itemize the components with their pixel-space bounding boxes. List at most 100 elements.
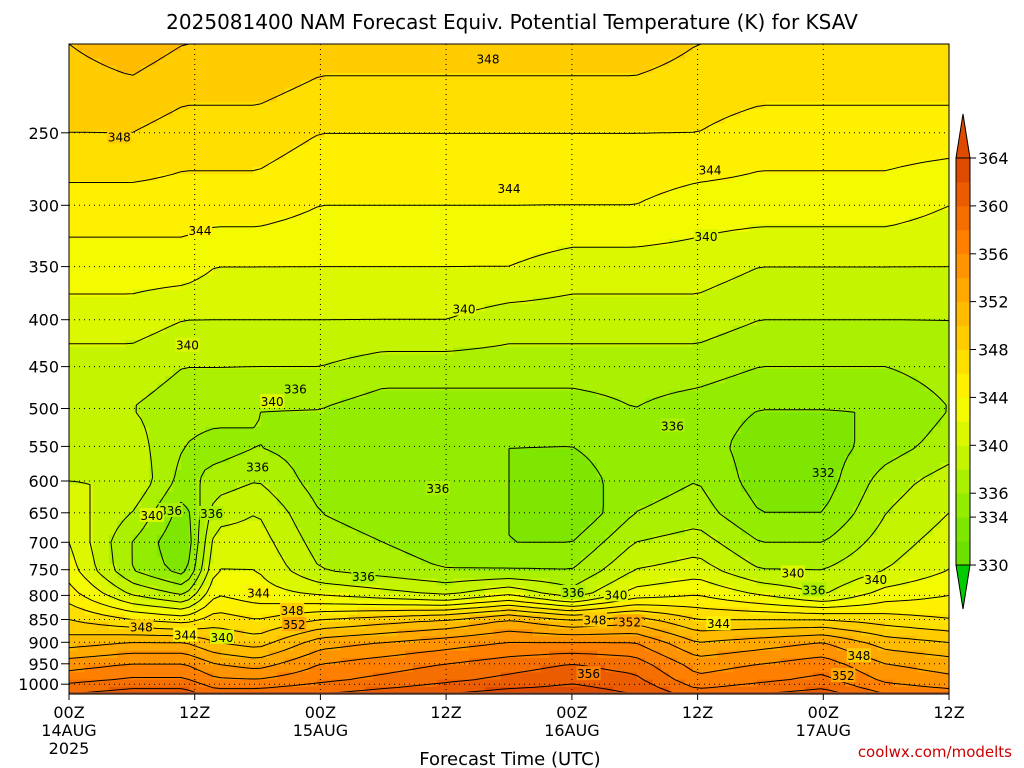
field-cell — [941, 275, 950, 283]
field-cell — [877, 145, 886, 153]
field-cell — [661, 130, 670, 139]
field-cell — [405, 145, 414, 153]
field-cell — [589, 65, 598, 74]
field-cell — [69, 145, 78, 153]
field-cell — [245, 289, 254, 298]
field-cell — [765, 51, 774, 60]
field-cell — [653, 101, 662, 110]
field-cell — [405, 282, 414, 291]
field-cell — [349, 311, 358, 320]
field-cell — [421, 159, 430, 168]
field-cell — [421, 260, 430, 269]
field-cell — [613, 130, 622, 139]
field-cell — [885, 267, 894, 276]
field-cell — [477, 246, 486, 255]
field-cell — [157, 332, 166, 341]
field-cell — [229, 217, 238, 226]
field-cell — [757, 296, 766, 305]
field-cell — [509, 253, 518, 262]
field-cell — [925, 174, 934, 182]
field-cell — [165, 304, 174, 312]
field-cell — [157, 87, 166, 96]
field-cell — [109, 109, 118, 117]
field-cell — [349, 260, 358, 269]
field-cell — [549, 260, 558, 269]
field-cell — [701, 311, 710, 320]
field-cell — [349, 188, 358, 197]
field-cell — [141, 116, 150, 125]
field-cell — [589, 116, 598, 125]
field-cell — [893, 267, 902, 276]
field-cell — [685, 166, 694, 175]
field-cell — [717, 325, 726, 334]
field-cell — [389, 145, 398, 153]
field-cell — [709, 224, 718, 233]
field-cell — [661, 181, 670, 190]
field-cell — [621, 231, 630, 240]
field-cell — [93, 239, 102, 247]
field-cell — [533, 361, 542, 370]
field-cell — [541, 109, 550, 117]
field-cell — [117, 369, 126, 377]
field-cell — [325, 130, 334, 139]
field-cell — [565, 210, 574, 218]
field-cell — [549, 152, 558, 161]
field-cell — [325, 101, 334, 110]
field-cell — [445, 318, 454, 327]
field-cell — [629, 311, 638, 320]
field-cell — [453, 159, 462, 168]
field-cell — [869, 304, 878, 312]
field-cell — [605, 145, 614, 153]
field-cell — [685, 137, 694, 146]
field-cell — [101, 253, 110, 262]
field-cell — [565, 188, 574, 197]
field-cell — [669, 109, 678, 117]
field-cell — [901, 354, 910, 363]
field-cell — [645, 260, 654, 269]
field-cell — [789, 116, 798, 125]
field-cell — [397, 130, 406, 139]
field-cell — [301, 332, 310, 341]
field-cell — [365, 275, 374, 283]
field-cell — [477, 65, 486, 74]
field-cell — [725, 282, 734, 291]
field-cell — [277, 361, 286, 370]
field-cell — [517, 109, 526, 117]
field-cell — [645, 72, 654, 81]
field-cell — [765, 195, 774, 204]
field-cell — [485, 304, 494, 312]
field-cell — [213, 65, 222, 74]
field-cell — [213, 260, 222, 269]
field-cell — [493, 260, 502, 269]
field-cell — [933, 354, 942, 363]
field-cell — [901, 304, 910, 312]
field-cell — [717, 94, 726, 103]
field-cell — [549, 332, 558, 341]
field-cell — [189, 318, 198, 327]
field-cell — [237, 347, 246, 356]
field-cell — [645, 246, 654, 255]
field-cell — [933, 246, 942, 255]
field-cell — [477, 347, 486, 356]
field-cell — [173, 332, 182, 341]
field-cell — [509, 267, 518, 276]
field-cell — [869, 347, 878, 356]
field-cell — [269, 304, 278, 312]
field-cell — [877, 332, 886, 341]
field-cell — [253, 166, 262, 175]
field-cell — [749, 289, 758, 298]
field-cell — [565, 217, 574, 226]
field-cell — [773, 311, 782, 320]
field-cell — [493, 65, 502, 74]
field-cell — [717, 123, 726, 132]
field-cell — [293, 72, 302, 81]
field-cell — [173, 304, 182, 312]
field-cell — [909, 116, 918, 125]
field-cell — [845, 210, 854, 218]
field-cell — [621, 296, 630, 305]
field-cell — [349, 181, 358, 190]
field-cell — [613, 109, 622, 117]
field-cell — [541, 65, 550, 74]
field-cell — [765, 231, 774, 240]
field-cell — [773, 58, 782, 67]
